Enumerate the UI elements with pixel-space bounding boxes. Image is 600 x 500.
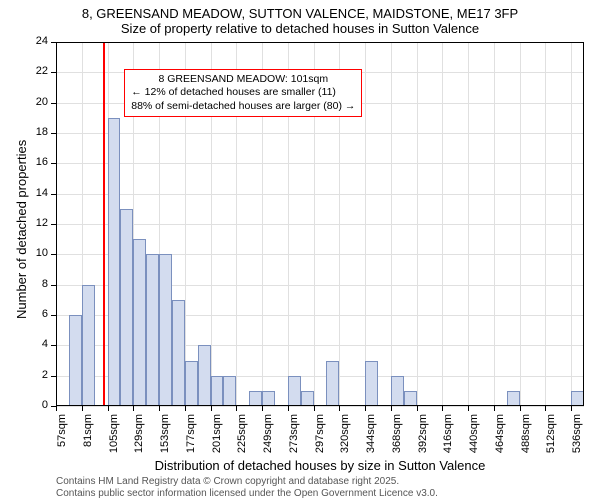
xtick-label: 297sqm	[314, 414, 326, 464]
xtick-mark	[133, 406, 134, 411]
xtick-label: 536sqm	[571, 414, 583, 464]
xtick-mark	[468, 406, 469, 411]
ytick-label: 6	[0, 308, 48, 320]
footer-line-2: Contains public sector information licen…	[56, 488, 438, 499]
ytick-label: 18	[0, 126, 48, 138]
gridline-horizontal	[56, 406, 584, 407]
xtick-mark	[494, 406, 495, 411]
xtick-label: 440sqm	[468, 414, 480, 464]
xtick-label: 81sqm	[82, 414, 94, 464]
xtick-label: 201sqm	[211, 414, 223, 464]
xtick-mark	[159, 406, 160, 411]
chart-title-line2: Size of property relative to detached ho…	[0, 21, 600, 36]
xtick-mark	[185, 406, 186, 411]
xtick-label: 488sqm	[520, 414, 532, 464]
xtick-label: 129sqm	[133, 414, 145, 464]
plot-area	[56, 42, 584, 406]
xtick-mark	[288, 406, 289, 411]
xtick-mark	[236, 406, 237, 411]
xtick-label: 177sqm	[185, 414, 197, 464]
xtick-label: 464sqm	[494, 414, 506, 464]
ytick-label: 20	[0, 96, 48, 108]
ytick-label: 0	[0, 399, 48, 411]
xtick-mark	[520, 406, 521, 411]
xtick-label: 249sqm	[262, 414, 274, 464]
ytick-label: 10	[0, 247, 48, 259]
xtick-mark	[262, 406, 263, 411]
xtick-mark	[211, 406, 212, 411]
ytick-label: 2	[0, 369, 48, 381]
xtick-mark	[56, 406, 57, 411]
xtick-mark	[314, 406, 315, 411]
xtick-mark	[442, 406, 443, 411]
ytick-label: 12	[0, 217, 48, 229]
ytick-label: 4	[0, 338, 48, 350]
xtick-label: 368sqm	[391, 414, 403, 464]
xtick-mark	[391, 406, 392, 411]
xtick-label: 225sqm	[236, 414, 248, 464]
ytick-label: 16	[0, 156, 48, 168]
ytick-label: 8	[0, 278, 48, 290]
xtick-mark	[108, 406, 109, 411]
ytick-label: 24	[0, 35, 48, 47]
xtick-label: 105sqm	[108, 414, 120, 464]
xtick-label: 320sqm	[339, 414, 351, 464]
ytick-label: 14	[0, 187, 48, 199]
xtick-mark	[417, 406, 418, 411]
xtick-mark	[82, 406, 83, 411]
xtick-mark	[339, 406, 340, 411]
xtick-mark	[545, 406, 546, 411]
xtick-label: 344sqm	[365, 414, 377, 464]
xtick-mark	[365, 406, 366, 411]
xtick-label: 57sqm	[56, 414, 68, 464]
chart-title-line1: 8, GREENSAND MEADOW, SUTTON VALENCE, MAI…	[0, 0, 600, 21]
xtick-label: 273sqm	[288, 414, 300, 464]
xtick-mark	[571, 406, 572, 411]
xtick-label: 153sqm	[159, 414, 171, 464]
footer-line-1: Contains HM Land Registry data © Crown c…	[56, 476, 399, 487]
xtick-label: 512sqm	[545, 414, 557, 464]
ytick-label: 22	[0, 65, 48, 77]
xtick-label: 392sqm	[417, 414, 429, 464]
xtick-label: 416sqm	[442, 414, 454, 464]
